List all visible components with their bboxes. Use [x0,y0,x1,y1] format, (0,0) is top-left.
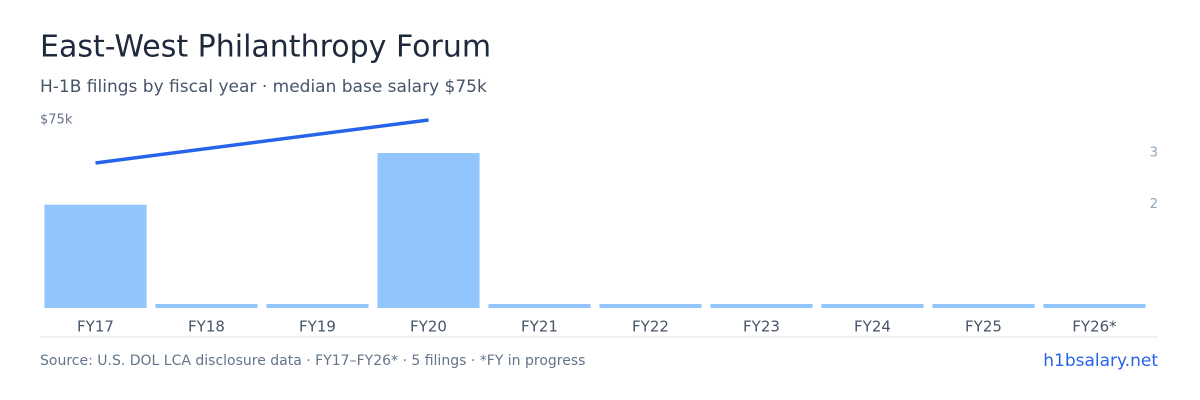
x-tick-label: FY26* [1072,318,1117,336]
x-tick-label: FY22 [632,318,669,336]
x-tick-label: FY23 [743,318,780,336]
bar [710,304,813,308]
x-tick-label: FY21 [521,318,558,336]
y-tick-label: $75k [40,113,73,128]
bar [266,304,369,308]
x-tick-label: FY17 [77,318,114,336]
x-tick-label: FY18 [188,318,225,336]
y2-tick-label: 3 [1150,146,1158,161]
bar [599,304,702,308]
source-note: Source: U.S. DOL LCA disclosure data · F… [40,353,585,369]
chart-subtitle: H-1B filings by fiscal year · median bas… [40,77,487,97]
bar [932,304,1035,308]
bar [1043,304,1146,308]
bar [44,204,147,308]
x-tick-label: FY20 [410,318,447,336]
chart-title: East-West Philanthropy Forum [40,30,491,65]
x-tick-label: FY25 [965,318,1002,336]
brand-link[interactable]: h1bsalary.net [1043,351,1158,371]
bar [155,304,258,308]
bar [488,304,591,308]
y2-tick-label: 2 [1150,197,1158,212]
x-tick-label: FY19 [299,318,336,336]
bar [821,304,924,308]
bar [377,153,480,308]
x-tick-label: FY24 [854,318,891,336]
salary-line [95,118,429,165]
